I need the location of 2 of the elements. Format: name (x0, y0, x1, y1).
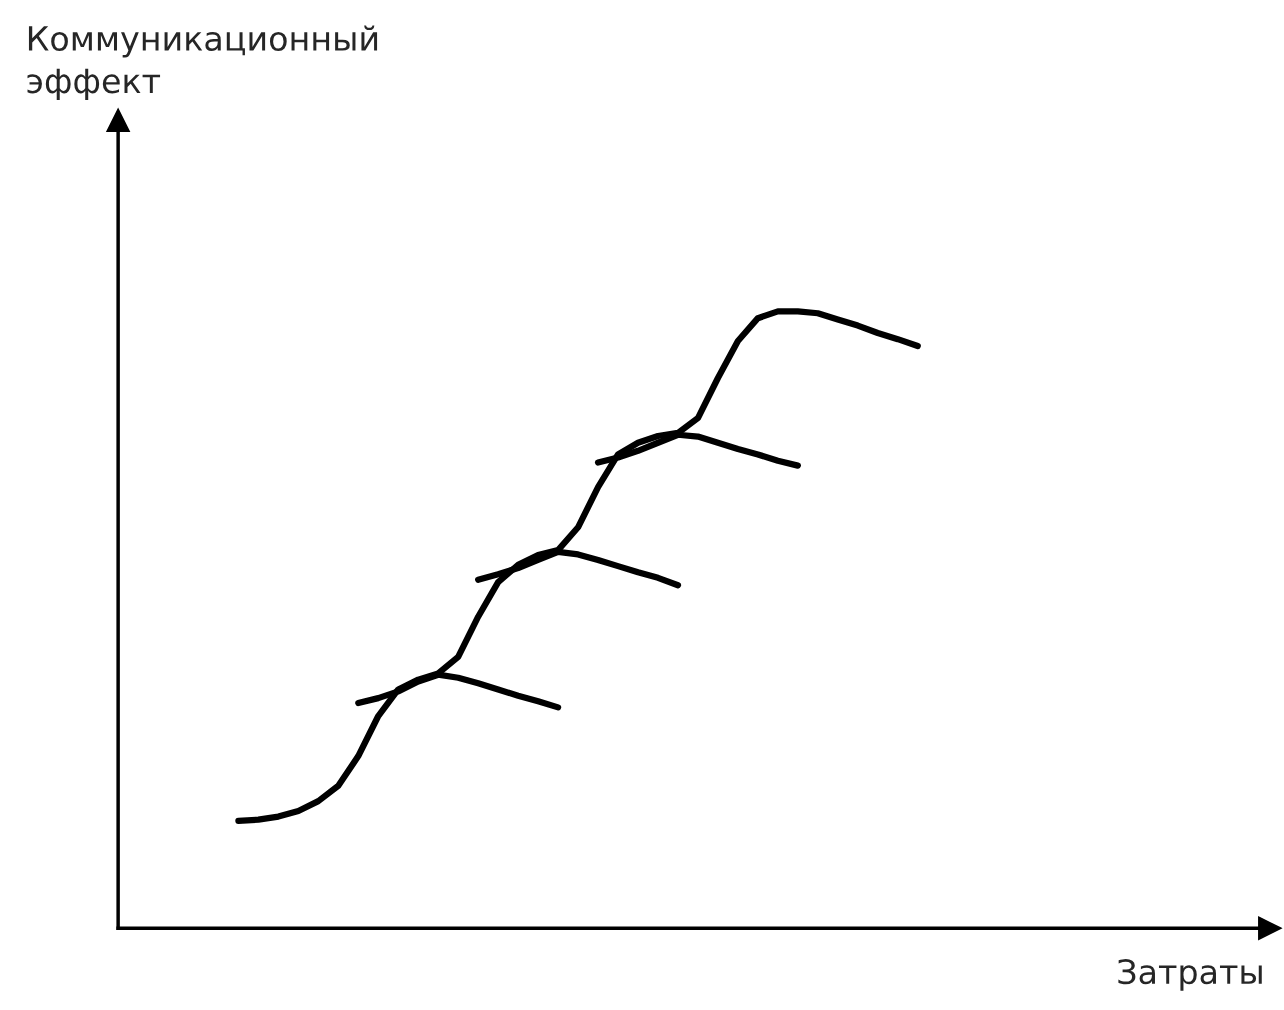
text: Коммуникационный эффект (27, 25, 378, 100)
text: Затраты (1118, 959, 1262, 991)
